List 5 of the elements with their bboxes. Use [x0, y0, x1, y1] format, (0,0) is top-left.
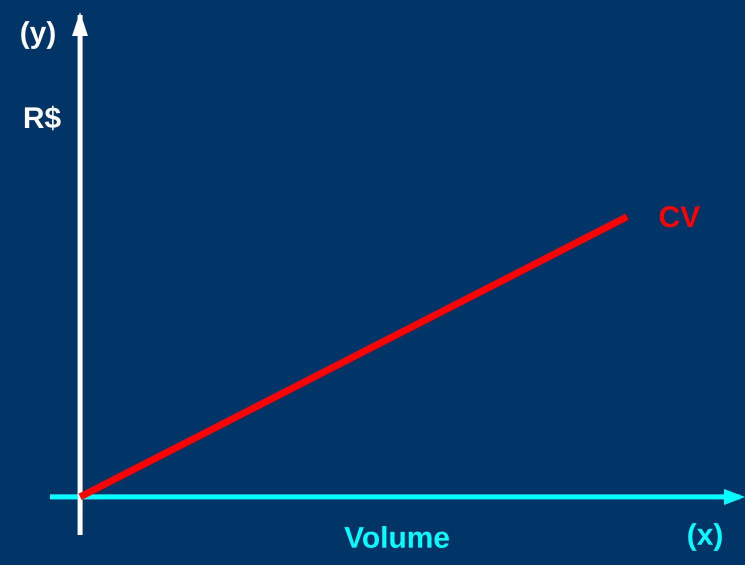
series-label: CV — [660, 206, 700, 228]
y-axis-title: R$ — [24, 106, 61, 130]
text: (x) — [688, 523, 722, 551]
x-axis-title: Volume — [344, 526, 449, 548]
text: (y) — [21, 21, 55, 49]
